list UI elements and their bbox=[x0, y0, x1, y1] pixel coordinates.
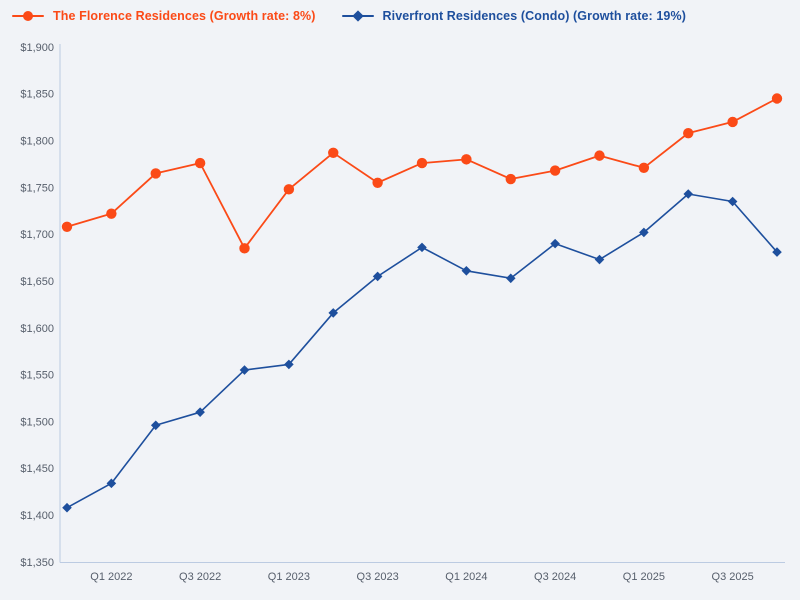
data-point-marker[interactable] bbox=[549, 165, 561, 176]
data-point-marker[interactable] bbox=[195, 407, 205, 417]
data-point-marker[interactable] bbox=[683, 189, 694, 199]
y-axis-tick-labels: $1,350 $1,400 $1,450 $1,500 $1,550 $1,600 $1,6… bbox=[20, 42, 54, 569]
data-point-marker[interactable] bbox=[106, 478, 117, 489]
data-point-marker[interactable] bbox=[239, 243, 250, 254]
data-point-marker[interactable] bbox=[372, 271, 383, 282]
x-tick-label: Q3 2025 bbox=[712, 571, 754, 583]
data-point-marker[interactable] bbox=[283, 184, 295, 195]
data-point-marker[interactable] bbox=[417, 242, 427, 253]
y-tick-label: $1,850 bbox=[20, 89, 54, 101]
x-tick-label: Q3 2023 bbox=[357, 571, 399, 583]
data-point-marker[interactable] bbox=[594, 254, 605, 265]
series-line bbox=[66, 97, 778, 250]
data-point-marker[interactable] bbox=[461, 154, 472, 165]
series-florence bbox=[61, 93, 783, 254]
data-point-marker[interactable] bbox=[328, 308, 339, 318]
y-tick-label: $1,600 bbox=[20, 323, 54, 335]
y-tick-label: $1,350 bbox=[20, 557, 54, 569]
y-tick-label: $1,750 bbox=[20, 182, 54, 194]
y-tick-label: $1,800 bbox=[20, 135, 54, 147]
data-point-marker[interactable] bbox=[328, 147, 339, 159]
y-tick-label: $1,400 bbox=[20, 510, 54, 522]
y-tick-label: $1,700 bbox=[20, 229, 54, 241]
y-tick-label: $1,450 bbox=[20, 463, 54, 475]
legend-label-riverfront: Riverfront Residences (Condo) (Growth ra… bbox=[382, 9, 686, 23]
x-tick-label: Q1 2024 bbox=[445, 571, 487, 583]
x-tick-label: Q3 2024 bbox=[534, 571, 576, 583]
data-point-marker[interactable] bbox=[416, 157, 428, 169]
y-tick-label: $1,550 bbox=[20, 370, 54, 382]
data-point-marker[interactable] bbox=[550, 238, 560, 249]
x-tick-label: Q3 2022 bbox=[179, 571, 221, 583]
data-point-marker[interactable] bbox=[727, 196, 738, 207]
legend-circle-marker bbox=[23, 11, 33, 21]
data-point-marker[interactable] bbox=[150, 168, 161, 179]
x-tick-label: Q1 2022 bbox=[90, 571, 132, 583]
y-tick-label: $1,900 bbox=[20, 42, 54, 54]
x-tick-label: Q1 2025 bbox=[623, 571, 665, 583]
circle-on-line-icon bbox=[12, 9, 44, 23]
data-point-marker[interactable] bbox=[505, 173, 516, 185]
diamond-on-line-icon bbox=[341, 9, 374, 23]
data-point-marker[interactable] bbox=[683, 127, 694, 139]
legend-diamond-marker bbox=[351, 10, 364, 22]
y-tick-label: $1,500 bbox=[20, 416, 54, 428]
data-point-marker[interactable] bbox=[772, 247, 782, 257]
data-point-marker[interactable] bbox=[771, 93, 783, 104]
legend-item-florence-residences[interactable]: The Florence Residences (Growth rate: 8%… bbox=[12, 9, 316, 23]
data-point-marker[interactable] bbox=[372, 177, 383, 188]
data-point-marker[interactable] bbox=[284, 359, 294, 370]
axes bbox=[59, 44, 785, 563]
data-point-marker[interactable] bbox=[194, 157, 206, 169]
data-point-marker[interactable] bbox=[239, 365, 250, 375]
legend-item-riverfront-residences[interactable]: Riverfront Residences (Condo) (Growth ra… bbox=[341, 9, 686, 23]
chart-legend: The Florence Residences (Growth rate: 8%… bbox=[12, 9, 686, 23]
data-point-marker[interactable] bbox=[639, 227, 649, 238]
data-point-marker[interactable] bbox=[62, 502, 72, 513]
data-point-marker[interactable] bbox=[61, 221, 73, 232]
data-point-marker[interactable] bbox=[727, 116, 738, 128]
data-point-marker[interactable] bbox=[150, 420, 161, 431]
data-point-marker[interactable] bbox=[461, 265, 472, 276]
data-point-marker[interactable] bbox=[638, 162, 650, 173]
data-point-marker[interactable] bbox=[505, 273, 516, 284]
data-point-marker[interactable] bbox=[594, 150, 605, 161]
data-point-marker[interactable] bbox=[106, 208, 117, 219]
y-tick-label: $1,650 bbox=[20, 276, 54, 288]
series-line bbox=[66, 193, 778, 509]
series-riverfront bbox=[62, 189, 782, 513]
x-tick-label: Q1 2023 bbox=[268, 571, 310, 583]
legend-label-florence: The Florence Residences (Growth rate: 8%… bbox=[53, 9, 316, 23]
x-axis-tick-labels: Q1 2022 Q3 2022 Q1 2023 Q3 2023 Q1 2024 Q3 20… bbox=[90, 571, 753, 583]
